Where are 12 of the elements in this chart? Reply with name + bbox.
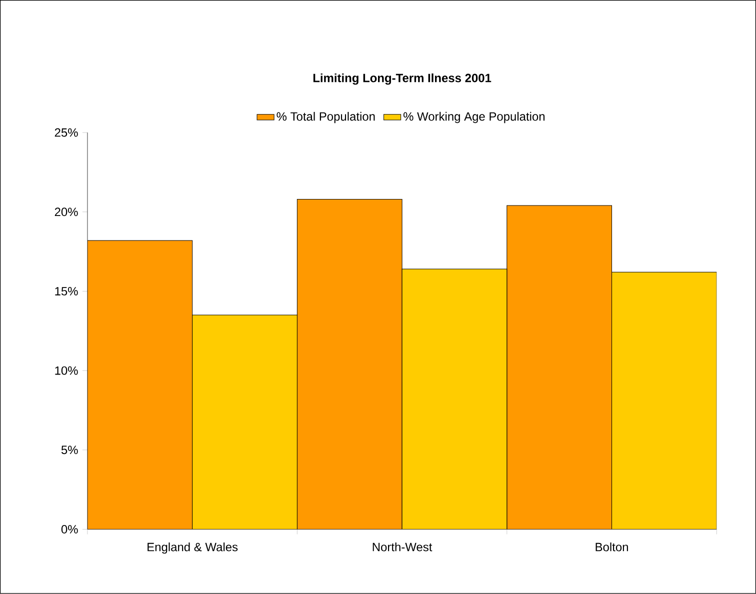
legend-label: % Total Population xyxy=(276,112,375,124)
y-tick-label: 0% xyxy=(61,525,78,534)
y-tick-label: 10% xyxy=(55,366,78,375)
y-tick-label: 5% xyxy=(61,446,78,454)
chart-title: Limiting Long-Term Ilness 2001 xyxy=(313,74,492,85)
x-tick-label: North-West xyxy=(372,542,432,552)
legend-label: % Working Age Population xyxy=(403,112,545,124)
y-tick-label: 20% xyxy=(54,208,78,216)
x-tick-label: Bolton xyxy=(596,542,628,552)
y-tick-label: 25% xyxy=(54,128,78,137)
y-tick-label: 15% xyxy=(55,287,78,296)
x-tick-label: England & Wales xyxy=(148,542,238,554)
